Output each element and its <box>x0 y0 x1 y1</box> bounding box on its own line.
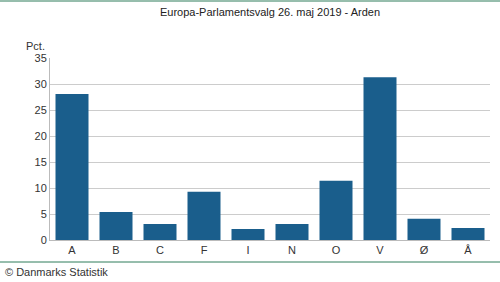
svg-text:I: I <box>246 244 249 256</box>
svg-text:B: B <box>112 244 119 256</box>
svg-text:35: 35 <box>35 52 47 64</box>
svg-text:F: F <box>201 244 208 256</box>
svg-text:O: O <box>332 244 341 256</box>
svg-text:30: 30 <box>35 78 47 90</box>
svg-text:15: 15 <box>35 156 47 168</box>
svg-text:Europa-Parlamentsvalg 26. maj: Europa-Parlamentsvalg 26. maj 2019 - Ard… <box>160 6 380 18</box>
svg-text:V: V <box>376 244 384 256</box>
svg-text:10: 10 <box>35 182 47 194</box>
svg-text:A: A <box>68 244 76 256</box>
svg-text:© Danmarks Statistik: © Danmarks Statistik <box>5 266 108 278</box>
svg-text:0: 0 <box>41 234 47 246</box>
svg-text:20: 20 <box>35 130 47 142</box>
svg-text:Ø: Ø <box>420 244 429 256</box>
svg-text:Å: Å <box>464 244 472 256</box>
svg-text:C: C <box>156 244 164 256</box>
svg-text:Pct.: Pct. <box>26 40 45 52</box>
svg-text:5: 5 <box>41 208 47 220</box>
svg-text:25: 25 <box>35 104 47 116</box>
svg-text:N: N <box>288 244 296 256</box>
